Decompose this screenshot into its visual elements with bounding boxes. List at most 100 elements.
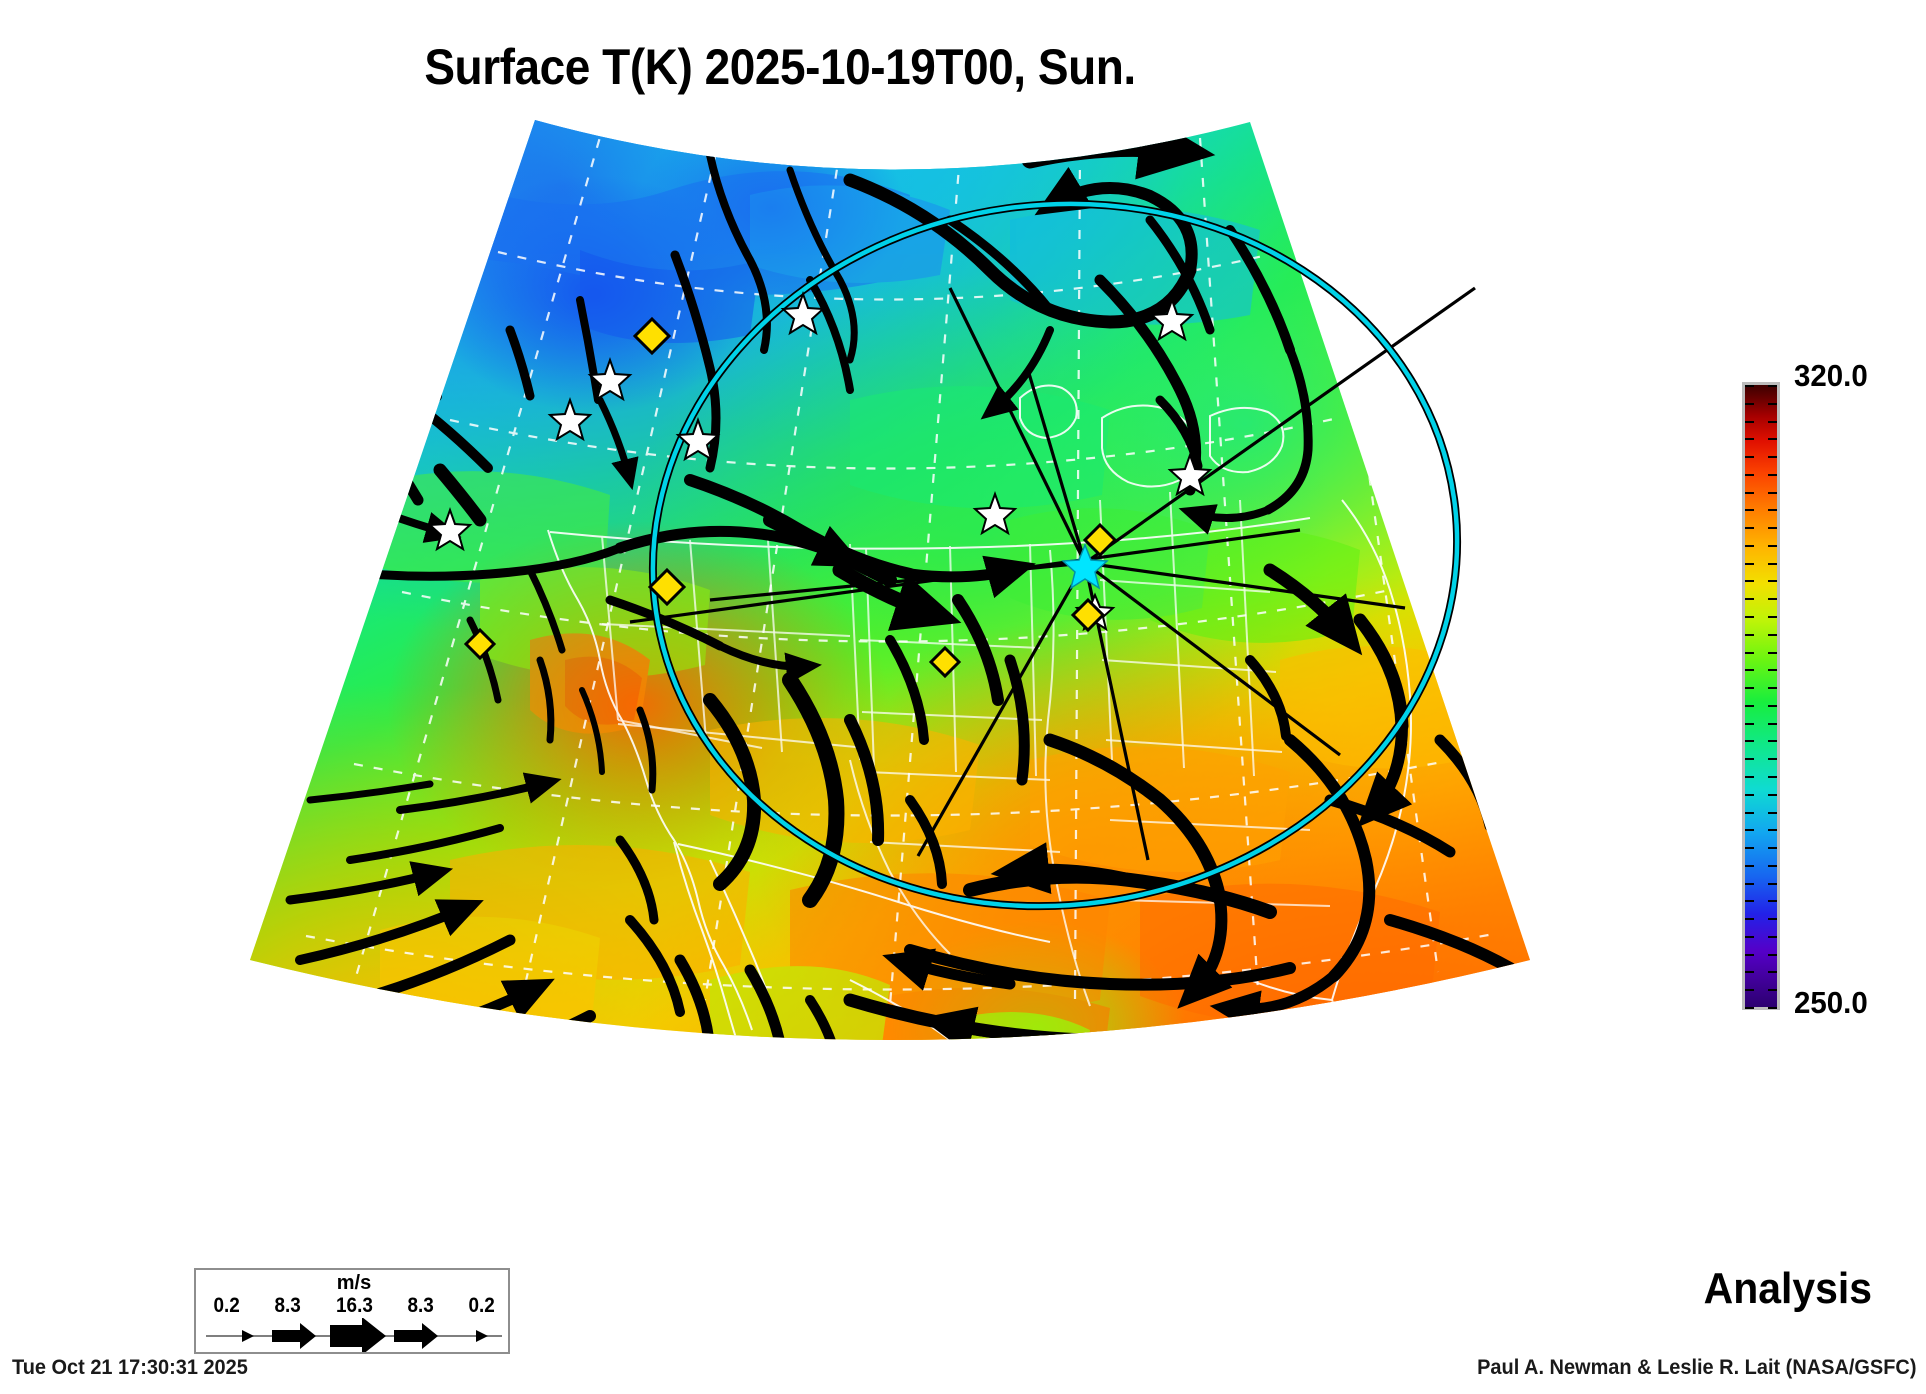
colorbar-tick (1768, 669, 1777, 672)
colorbar-tick (1745, 811, 1754, 814)
map-panel[interactable] (150, 100, 1630, 1180)
colorbar-tick (1768, 580, 1777, 583)
colorbar-tick (1768, 793, 1777, 796)
colorbar-tick (1768, 633, 1777, 636)
wind-value: 8.3 (407, 1294, 434, 1317)
diamond-marker[interactable] (463, 316, 1118, 679)
colorbar-tick (1745, 633, 1754, 636)
wind-legend-units: m/s (336, 1272, 372, 1294)
colorbar-tick (1745, 385, 1754, 387)
colorbar-tick (1768, 491, 1777, 494)
colorbar-tick (1745, 402, 1754, 405)
colorbar-tick (1768, 651, 1777, 654)
colorbar-tick (1768, 971, 1777, 974)
colorbar-tick (1745, 971, 1754, 974)
analysis-label: Analysis (1703, 1264, 1872, 1313)
colorbar-tick (1745, 616, 1754, 619)
generation-timestamp: Tue Oct 21 17:30:31 2025 (12, 1356, 248, 1379)
colorbar-tick (1745, 473, 1754, 476)
author-credit: Paul A. Newman & Leslie R. Lait (NASA/GS… (1476, 1356, 1916, 1379)
colorbar-tick (1768, 740, 1777, 743)
colorbar-tick (1745, 847, 1754, 850)
colorbar-tick (1745, 882, 1754, 885)
wind-value: 16.3 (335, 1294, 373, 1317)
colorbar-tick (1745, 1007, 1754, 1009)
colorbar-tick (1745, 438, 1754, 441)
colorbar-tick (1768, 562, 1777, 565)
colorbar-tick (1768, 900, 1777, 903)
colorbar-tick (1768, 438, 1777, 441)
colorbar-tick (1745, 829, 1754, 832)
wind-value: 0.2 (468, 1294, 495, 1317)
colorbar-tick (1745, 740, 1754, 743)
range-ring (648, 199, 1462, 911)
colorbar-tick (1745, 953, 1754, 956)
colorbar-tick (1768, 509, 1777, 512)
colorbar-tick (1768, 616, 1777, 619)
colorbar-tick (1745, 775, 1754, 778)
colorbar-tick (1745, 687, 1754, 690)
colorbar-tick (1768, 402, 1777, 405)
colorbar-tick (1768, 385, 1777, 387)
colorbar-tick (1745, 544, 1754, 547)
colorbar-tick (1745, 704, 1754, 707)
colorbar-tick (1768, 722, 1777, 725)
open-star-marker[interactable] (427, 291, 1213, 632)
colorbar-tick (1768, 864, 1777, 867)
colorbar-tick (1768, 420, 1777, 423)
colorbar-tick (1745, 580, 1754, 583)
colorbar-tick (1768, 953, 1777, 956)
colorbar-tick (1745, 456, 1754, 459)
colorbar-tick (1768, 775, 1777, 778)
colorbar-tick (1745, 509, 1754, 512)
colorbar-tick (1768, 882, 1777, 885)
colorbar-tick (1745, 864, 1754, 867)
colorbar-ticks-right (1768, 385, 1777, 1009)
colorbar-tick (1768, 989, 1777, 992)
colorbar-tick (1768, 473, 1777, 476)
page-title: Surface T(K) 2025-10-19T00, Sun. (424, 39, 1136, 95)
colorbar-tick (1745, 989, 1754, 992)
colorbar-tick (1745, 651, 1754, 654)
colorbar-tick (1768, 456, 1777, 459)
colorbar-tick (1768, 687, 1777, 690)
colorbar-tick (1745, 562, 1754, 565)
colorbar-tick (1745, 598, 1754, 601)
station-markers[interactable] (427, 291, 1213, 679)
colorbar-tick (1745, 527, 1754, 530)
colorbar-tick (1768, 598, 1777, 601)
colorbar-tick (1768, 847, 1777, 850)
wind-value: 0.2 (213, 1294, 240, 1317)
center-star-marker[interactable] (1061, 542, 1109, 590)
colorbar-tick (1768, 829, 1777, 832)
colorbar-tick (1745, 935, 1754, 938)
colorbar-tick (1768, 935, 1777, 938)
colorbar-tick (1768, 918, 1777, 921)
wind-speed-legend: m/s 0.2 8.3 16.3 8.3 0.2 (194, 1268, 510, 1354)
colorbar: 320.0 250.0 (1742, 358, 1868, 1020)
colorbar-ticks-left (1745, 385, 1754, 1009)
colorbar-tick (1745, 900, 1754, 903)
wind-value: 8.3 (274, 1294, 301, 1317)
colorbar-tick (1768, 1007, 1777, 1009)
wind-streamlines (285, 120, 1516, 1040)
colorbar-tick (1745, 669, 1754, 672)
colorbar-max-label: 320.0 (1794, 358, 1868, 393)
colorbar-tick (1745, 918, 1754, 921)
map-canvas[interactable] (150, 100, 1630, 1180)
colorbar-tick (1745, 793, 1754, 796)
colorbar-tick (1745, 420, 1754, 423)
wind-legend-values: 0.2 8.3 16.3 8.3 0.2 (196, 1294, 512, 1318)
colorbar-tick (1768, 758, 1777, 761)
colorbar-tick (1745, 722, 1754, 725)
colorbar-tick (1768, 527, 1777, 530)
colorbar-gradient (1742, 382, 1780, 1010)
wind-legend-arrows (206, 1318, 502, 1352)
colorbar-tick (1745, 758, 1754, 761)
colorbar-tick (1745, 491, 1754, 494)
colorbar-tick (1768, 811, 1777, 814)
colorbar-tick (1768, 704, 1777, 707)
colorbar-tick (1768, 544, 1777, 547)
colorbar-min-label: 250.0 (1794, 985, 1868, 1020)
